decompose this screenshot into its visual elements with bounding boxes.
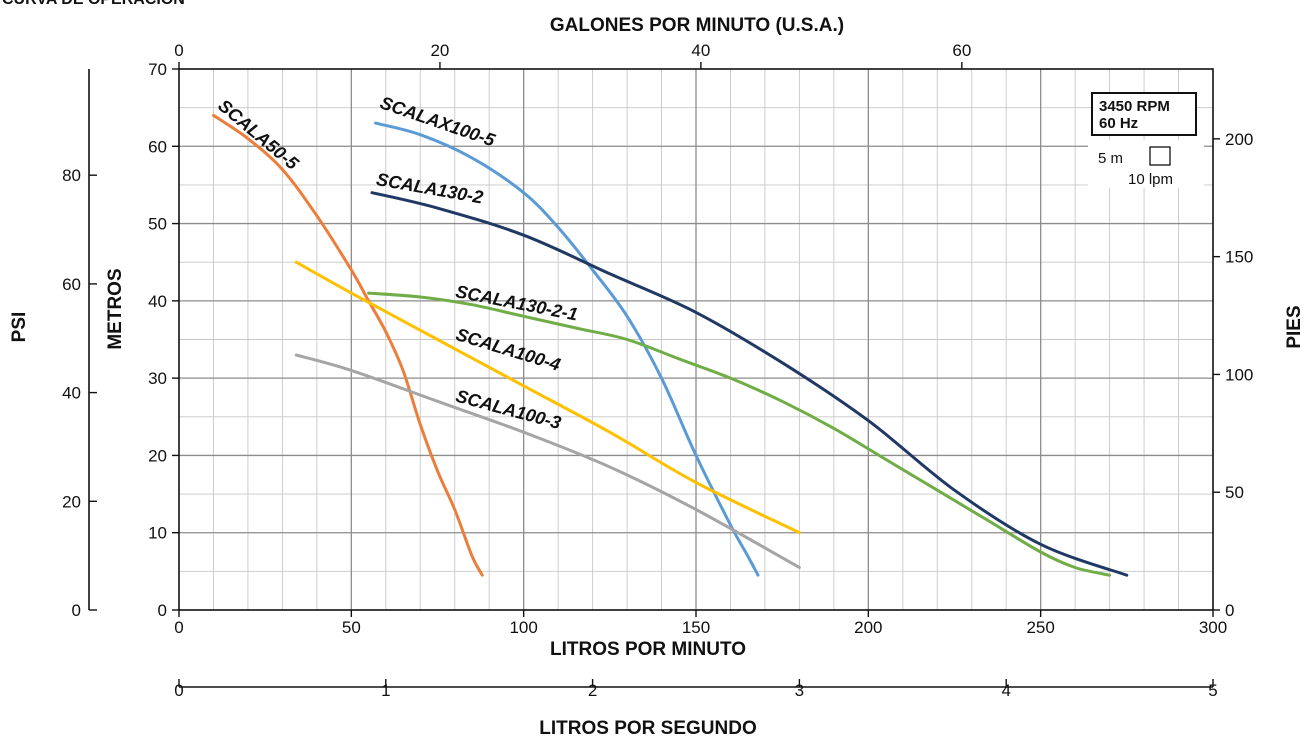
legend-scale-panel [1088, 140, 1204, 188]
y-tick-label: 50 [148, 215, 167, 234]
legend-rpm-box [1091, 92, 1197, 136]
y-tick-label: 0 [158, 601, 167, 620]
y-axis-title: METROS [105, 268, 126, 349]
right-tick-label: 0 [1225, 601, 1234, 620]
curve-label-scala100-4: SCALA100-4 [454, 324, 563, 375]
x-tick-label: 100 [509, 618, 537, 637]
curve-scala100-4 [294, 260, 801, 535]
y-tick-label: 40 [148, 292, 167, 311]
lps-tick-label: 4 [1001, 681, 1010, 700]
curve-label-scala50-5: SCALA50-5 [214, 95, 303, 174]
curves [212, 113, 1129, 577]
psi-tick-label: 40 [62, 384, 81, 403]
lps-tick-label: 1 [381, 681, 390, 700]
y-tick-label: 70 [148, 60, 167, 79]
right-axis-title: PIES [1284, 305, 1305, 348]
curve-scala100-3 [294, 353, 801, 569]
top-tick-label: 0 [174, 41, 183, 60]
legend-scale-lpm: 10 lpm [1128, 171, 1173, 188]
curve-scala50-5 [212, 113, 484, 577]
curve-scalax100-5 [374, 121, 760, 577]
y-tick-label: 60 [148, 137, 167, 156]
right-tick-label: 100 [1225, 365, 1253, 384]
x-axis-title: LITROS POR MINUTO [550, 639, 746, 660]
x-tick-label: 0 [174, 618, 183, 637]
curve-label-scala130-2: SCALA130-2 [375, 169, 485, 207]
legend-hz: 60 Hz [1099, 115, 1138, 132]
x-tick-label: 250 [1026, 618, 1054, 637]
x-tick-label: 50 [342, 618, 361, 637]
legend-box: 3450 RPM 60 Hz 5 m 10 lpm [1088, 92, 1204, 188]
psi-tick-label: 60 [62, 275, 81, 294]
y-tick-label: 10 [148, 524, 167, 543]
x-tick-label: 150 [682, 618, 710, 637]
right-tick-label: 200 [1225, 130, 1253, 149]
top-tick-label: 60 [952, 41, 971, 60]
psi-axis-title: PSI [9, 312, 30, 343]
top-tick-label: 40 [691, 41, 710, 60]
curve-scala130-2 [370, 191, 1129, 577]
top-tick-label: 20 [430, 41, 449, 60]
curve-labels: SCALA50-5 SCALAX100-5SCALA130-2SCALA130-2… [214, 92, 579, 433]
bottom-lps-title: LITROS POR SEGUNDO [539, 718, 756, 739]
y-tick-label: 30 [148, 369, 167, 388]
x-tick-label: 200 [854, 618, 882, 637]
lps-tick-label: 3 [795, 681, 804, 700]
legend-scale-square [1149, 146, 1171, 166]
lps-tick-label: 2 [588, 681, 597, 700]
curve-scala130-2-1 [367, 291, 1112, 577]
psi-tick-label: 20 [62, 492, 81, 511]
psi-tick-label: 0 [72, 601, 81, 620]
y-tick-label: 20 [148, 446, 167, 465]
right-tick-label: 150 [1225, 248, 1253, 267]
lps-tick-label: 0 [174, 681, 183, 700]
psi-tick-label: 80 [62, 166, 81, 185]
right-tick-label: 50 [1225, 483, 1244, 502]
lps-tick-label: 5 [1208, 681, 1217, 700]
top-axis-title: GALONES POR MINUTO (U.S.A.) [550, 15, 844, 36]
legend-rpm: 3450 RPM [1099, 98, 1170, 115]
page-title: CURVA DE OPERACIÓN [2, 0, 185, 9]
legend-scale-m: 5 m [1098, 150, 1123, 167]
curve-label-scala130-2-1: SCALA130-2-1 [454, 281, 580, 324]
x-tick-label: 300 [1199, 618, 1227, 637]
